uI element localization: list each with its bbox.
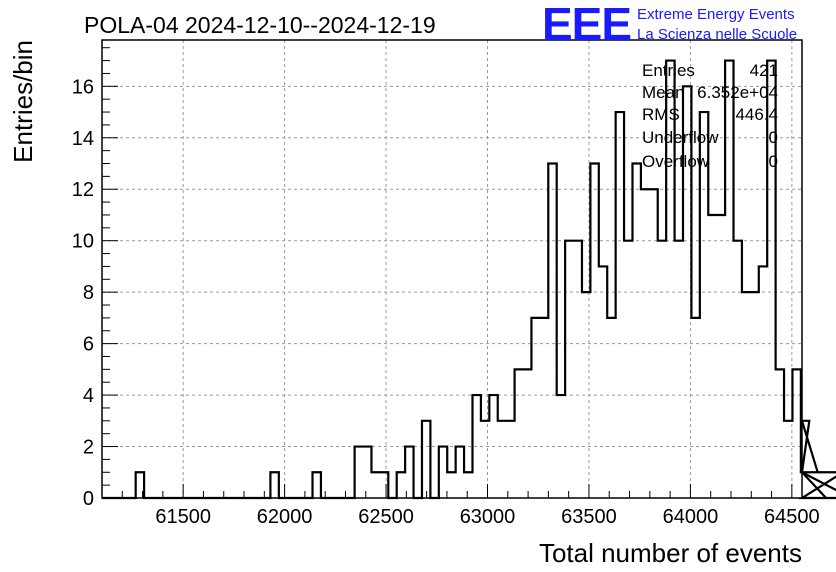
logo-line-2: La Scienza nelle Scuole (637, 26, 797, 43)
y-tick-label: 6 (83, 334, 94, 356)
x-tick-label: 62000 (257, 506, 313, 528)
y-tick-label: 4 (83, 385, 94, 407)
y-tick-label: 8 (83, 282, 94, 304)
eee-logo: EEE Extreme Energy Events La Scienza nel… (542, 0, 797, 50)
stats-box: Entries 421 Mean 6.352e+04 RMS 446.4 Und… (642, 61, 778, 171)
y-tick-label: 2 (83, 437, 94, 459)
x-tick-label: 64500 (764, 506, 820, 528)
y-tick-label: 0 (83, 488, 94, 510)
stats-mean-label: Mean (642, 83, 685, 102)
x-tick-label: 64000 (663, 506, 719, 528)
logo-line-1: Extreme Energy Events (637, 6, 795, 23)
y-tick-label: 16 (72, 76, 94, 98)
x-tick-label: 63500 (561, 506, 617, 528)
y-axis-title: Entries/bin (8, 40, 38, 163)
logo-mark: EEE (542, 0, 631, 50)
grid (102, 40, 802, 498)
stats-rms-label: RMS (642, 105, 680, 124)
stats-entries-label: Entries (642, 61, 695, 80)
histogram-line (102, 59, 836, 500)
x-tick-label: 63000 (460, 506, 516, 528)
chart-title: POLA-04 2024-12-10--2024-12-19 (84, 12, 436, 38)
stats-rms-value: 446.4 (735, 105, 778, 124)
y-tick-label: 14 (72, 128, 94, 150)
stats-underflow-label: Underflow (642, 128, 719, 147)
axis-ticks: 61500 62000 62500 63000 63500 64000 64500 0 2 4 6 8… (72, 47, 820, 528)
x-tick-label: 61500 (155, 506, 211, 528)
stats-mean-value: 6.352e+04 (697, 83, 778, 102)
x-tick-label: 62500 (358, 506, 414, 528)
y-tick-label: 12 (72, 179, 94, 201)
stats-underflow-value: 0 (769, 128, 778, 147)
plot-frame (101, 39, 803, 499)
stats-entries-value: 421 (750, 61, 778, 80)
x-axis-title: Total number of events (539, 538, 802, 568)
y-tick-label: 10 (72, 231, 94, 253)
stats-overflow-label: Overflow (642, 152, 710, 171)
stats-overflow-value: 0 (769, 152, 778, 171)
